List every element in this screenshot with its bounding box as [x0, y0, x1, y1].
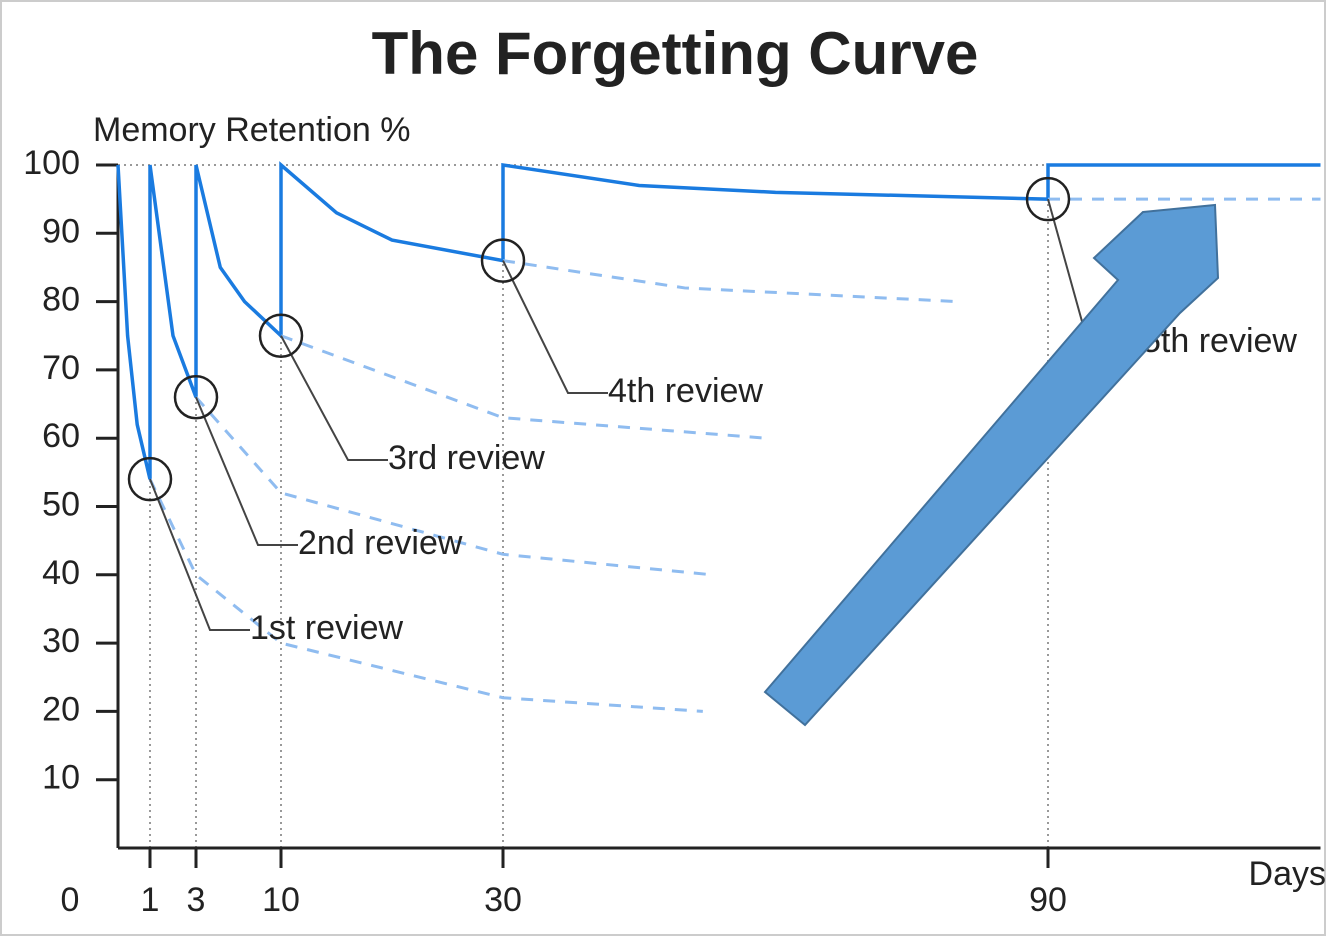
review-label: 2nd review	[298, 524, 463, 562]
y-tick-label: 40	[42, 554, 80, 592]
y-tick-label: 70	[42, 349, 80, 387]
plot: 10 20 30 40 50 60 70 80 90 100 0 1 3 10 30 90 1st review…	[23, 144, 1321, 919]
x-tick-label: 10	[262, 881, 300, 919]
x-axis-label: Days	[1249, 855, 1326, 893]
leader-line	[280, 335, 388, 461]
x-tick-label: 0	[61, 881, 80, 919]
y-tick-label: 30	[42, 622, 80, 660]
leader-line	[149, 478, 250, 631]
y-tick-label: 20	[42, 690, 80, 728]
y-tick-label: 50	[42, 485, 80, 523]
chart-title: The Forgetting Curve	[372, 20, 979, 87]
y-tick-label: 10	[42, 759, 80, 797]
x-tick-label: 90	[1029, 881, 1067, 919]
leader-line	[502, 260, 608, 394]
review-label: 3rd review	[388, 439, 545, 477]
review-marker	[1025, 176, 1071, 222]
review-label: 4th review	[608, 372, 763, 410]
leader-line	[195, 396, 298, 546]
review-label: 5th review	[1142, 322, 1297, 360]
dashed-curve	[148, 478, 703, 713]
y-axis-label: Memory Retention %	[93, 111, 410, 149]
y-tick-label: 90	[42, 212, 80, 250]
arrow	[763, 203, 1220, 727]
dashed-curve	[194, 396, 713, 577]
x-tick-label: 1	[141, 881, 160, 919]
y-tick-label: 100	[23, 144, 80, 182]
x-tick-label: 3	[187, 881, 206, 919]
y-tick-label: 80	[42, 281, 80, 319]
review-label: 1st review	[250, 609, 403, 647]
review-marker	[127, 456, 173, 502]
review-marker	[173, 374, 219, 420]
y-tick-label: 60	[42, 417, 80, 455]
x-tick-label: 30	[484, 881, 522, 919]
review-marker	[258, 313, 304, 358]
review-marker	[480, 238, 526, 283]
dashed-curve	[502, 259, 958, 304]
